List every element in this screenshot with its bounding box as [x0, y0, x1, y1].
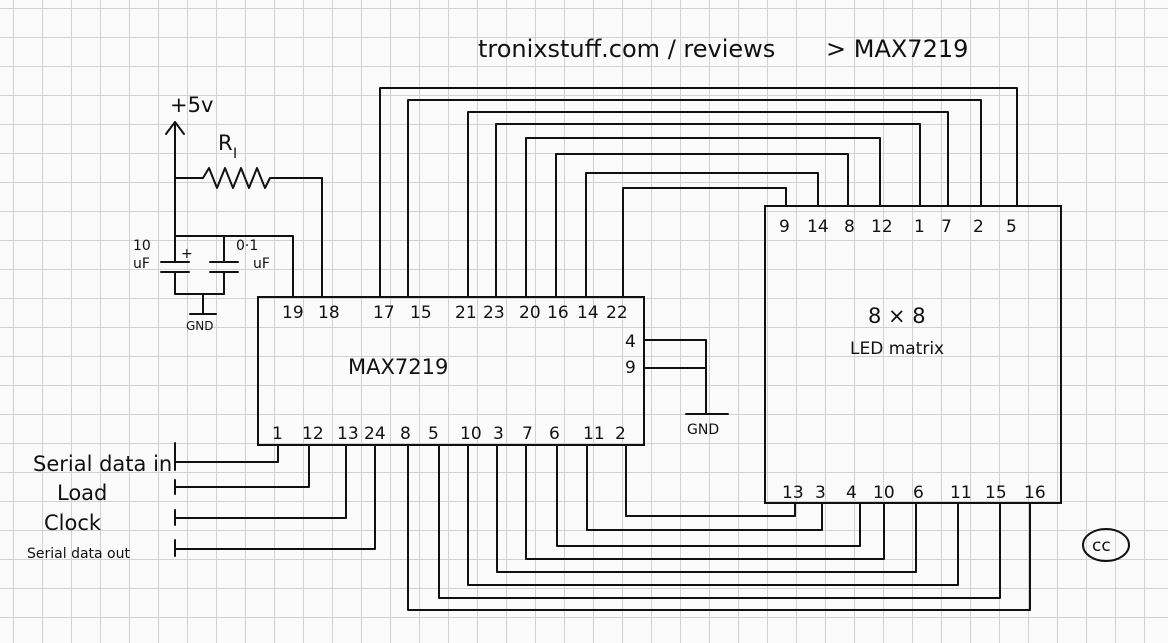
- ic-top-pin-label: 22: [606, 303, 628, 323]
- clock-wire: [174, 444, 347, 519]
- capacitor-01uf-symbol: [209, 235, 239, 295]
- ic-top-pin-label: 20: [519, 303, 541, 323]
- ground-label: GND: [186, 319, 214, 333]
- row-wire-1: [407, 444, 1031, 611]
- max7219-chip: [257, 296, 645, 446]
- matrix-bottom-pin-label: 4: [846, 483, 857, 503]
- column-wire-4: [495, 123, 921, 298]
- page-title: tronixstuff.com / reviews: [478, 35, 775, 63]
- matrix-top-pin-label: 7: [941, 217, 952, 237]
- column-wire-7: [585, 172, 819, 298]
- ic-bottom-pin-label: 24: [364, 424, 386, 444]
- matrix-top-pins: 9 14 8 12 1 7 2 5: [779, 217, 1017, 237]
- matrix-name-line1: 8 × 8: [868, 304, 926, 328]
- matrix-top-pin-label: 1: [914, 217, 925, 237]
- row-wire-2: [438, 444, 1001, 599]
- capacitor-10uf-symbol: [160, 261, 190, 295]
- resistor-label: R: [218, 131, 233, 155]
- ic-bottom-pin-label: 1: [272, 424, 283, 444]
- ic-ground-label: GND: [687, 422, 719, 438]
- ic-top-pin-label: 21: [455, 303, 477, 323]
- input-label-clock: Clock: [44, 511, 102, 535]
- page-subtitle: > MAX7219: [826, 35, 968, 63]
- matrix-top-pin-label: 14: [807, 217, 829, 237]
- ic-bottom-pin-label: 8: [400, 424, 411, 444]
- column-wire-5: [525, 137, 881, 298]
- load-wire: [174, 444, 310, 488]
- column-wire-1: [379, 87, 1018, 298]
- column-wire-3: [467, 111, 949, 298]
- ic-bottom-pin-label: 10: [460, 424, 482, 444]
- ic-right-pin: 9: [625, 358, 636, 378]
- resistor-symbol: [174, 167, 323, 189]
- matrix-name-line2: LED matrix: [850, 339, 944, 359]
- ic-top-pin-label: 17: [373, 303, 395, 323]
- row-wire-7: [586, 444, 823, 531]
- ic-bottom-pin-label: 3: [493, 424, 504, 444]
- row-wire-3: [467, 444, 959, 586]
- ic-bottom-pin-label: 7: [522, 424, 533, 444]
- input-label-load: Load: [57, 481, 107, 505]
- cc-label: cc: [1092, 536, 1111, 556]
- led-matrix: [764, 205, 1062, 504]
- serial-data-out-wire: [174, 444, 376, 550]
- matrix-bottom-pin-label: 10: [873, 483, 895, 503]
- ic-top-pin-label: 18: [318, 303, 340, 323]
- cap2-unit: uF: [253, 256, 270, 272]
- matrix-bottom-pin-label: 11: [950, 483, 972, 503]
- connection-wires: [379, 87, 1031, 611]
- supply-label: +5v: [170, 93, 213, 117]
- matrix-bottom-pin-label: 13: [782, 483, 804, 503]
- ic-bottom-pin-label: 13: [337, 424, 359, 444]
- matrix-top-pin-label: 8: [844, 217, 855, 237]
- cc-badge: [1082, 528, 1130, 562]
- ic-top-pin-label: 16: [547, 303, 569, 323]
- serial-data-in-wire: [174, 444, 279, 463]
- column-wire-8: [622, 187, 787, 298]
- matrix-top-pin-label: 5: [1006, 217, 1017, 237]
- matrix-bottom-pin-label: 15: [985, 483, 1007, 503]
- resistor-subscript: I: [233, 146, 237, 162]
- row-wire-8: [625, 444, 796, 517]
- input-lines: Serial data in Load Clock Serial data ou…: [27, 442, 376, 562]
- matrix-top-pin-label: 12: [871, 217, 893, 237]
- ic-bottom-pin-label: 2: [615, 424, 626, 444]
- row-wire-6: [556, 444, 861, 547]
- ic-bottom-pin-label: 12: [302, 424, 324, 444]
- power-section: +5v R I 10 uF + 0·1 uF GND: [133, 93, 323, 333]
- supply-arrow: [165, 121, 185, 179]
- ic-bottom-pins: 1 12 13 24 8 5 10 3 7 6 11 2: [272, 424, 626, 444]
- ic-top-pin-label: 15: [410, 303, 432, 323]
- ic-right-pin: 4: [625, 332, 636, 352]
- ic-top-pin-label: 23: [483, 303, 505, 323]
- ic-top-pin-label: 19: [282, 303, 304, 323]
- ic-bottom-pin-label: 5: [428, 424, 439, 444]
- matrix-bottom-pins: 13 3 4 10 6 11 15 16: [782, 483, 1046, 503]
- matrix-bottom-pin-label: 16: [1024, 483, 1046, 503]
- matrix-top-pin-label: 9: [779, 217, 790, 237]
- cap1-unit: uF: [133, 256, 150, 272]
- ic-bottom-pin-label: 11: [583, 424, 605, 444]
- ic-top-pin-label: 14: [577, 303, 599, 323]
- row-wire-4: [496, 444, 917, 573]
- cap1-polarity: +: [181, 246, 193, 262]
- matrix-bottom-pin-label: 6: [913, 483, 924, 503]
- cap2-value: 0·1: [236, 238, 258, 254]
- column-wire-2: [407, 99, 982, 298]
- ic-bottom-pin-label: 6: [549, 424, 560, 444]
- ic-name: MAX7219: [348, 355, 448, 379]
- supply-rail-wire: [174, 177, 294, 298]
- ic-top-pins: 19 18 17 15 21 23 20 16 14 22: [282, 303, 628, 323]
- input-label-serial-out: Serial data out: [27, 546, 130, 562]
- input-label-serial-in: Serial data in: [33, 452, 172, 476]
- cap1-value: 10: [133, 238, 151, 254]
- ground-symbol: [174, 293, 225, 315]
- matrix-bottom-pin-label: 3: [815, 483, 826, 503]
- column-wire-6: [555, 153, 849, 298]
- matrix-top-pin-label: 2: [973, 217, 984, 237]
- row-wire-5: [525, 444, 885, 560]
- ic-ground-wire: [643, 339, 729, 415]
